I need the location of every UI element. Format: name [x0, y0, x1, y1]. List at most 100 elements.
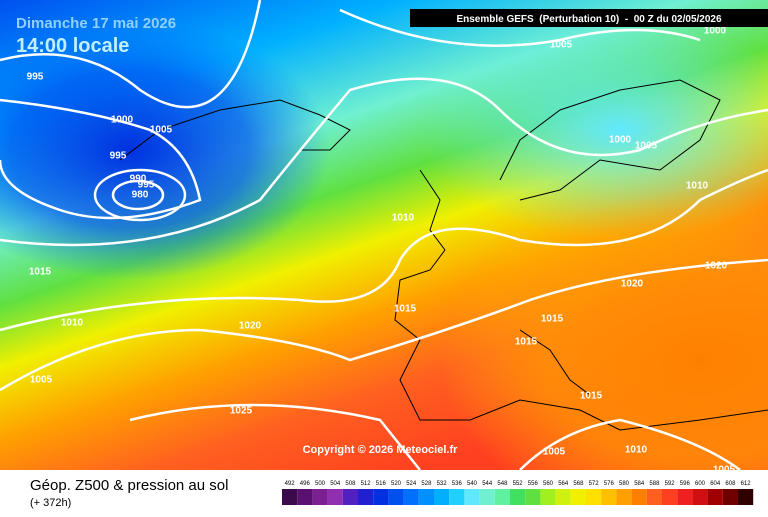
isobar-label: 1010 — [625, 445, 648, 456]
legend-swatch — [662, 489, 678, 505]
legend-swatch — [373, 489, 389, 505]
lead-time: (+ 372h) — [30, 497, 71, 509]
isobar-label: 1015 — [394, 304, 417, 315]
model-label: Ensemble GEFS (Perturbation 10) - 00 Z d… — [456, 14, 722, 25]
time-label: 14:00 locale — [16, 35, 129, 57]
isobar-label: 990 — [130, 174, 147, 185]
legend-swatch — [677, 489, 693, 505]
legend-label: 540 — [467, 481, 478, 487]
isobar-label: 995 — [27, 72, 44, 83]
isobar-label: 1010 — [61, 318, 84, 329]
legend-swatch — [342, 489, 358, 505]
legend-swatch — [510, 489, 526, 505]
isobar-label: 1005 — [635, 141, 658, 152]
isobar-label: 1000 — [111, 115, 134, 126]
isobar-label: 1005 — [30, 375, 53, 386]
legend-swatch — [388, 489, 404, 505]
isobar-label: 1010 — [392, 213, 415, 224]
legend-label: 536 — [452, 481, 463, 487]
legend-label: 552 — [513, 481, 524, 487]
legend-label: 568 — [573, 481, 584, 487]
legend-label: 572 — [589, 481, 600, 487]
isobar-label: 1000 — [704, 26, 727, 37]
legend-swatch — [403, 489, 419, 505]
legend-label: 584 — [634, 481, 645, 487]
legend-swatch — [449, 489, 465, 505]
legend-label: 492 — [285, 481, 296, 487]
legend-swatch — [312, 489, 328, 505]
isobar-labels: 1000 1005 995 1000 1005 995 990 995 980 … — [27, 26, 736, 476]
copyright: Copyright © 2026 Meteociel.fr — [303, 444, 459, 456]
legend-label: 532 — [437, 481, 448, 487]
legend-swatch — [494, 489, 510, 505]
legend-label: 612 — [741, 481, 752, 487]
legend-label: 556 — [528, 481, 539, 487]
isobars — [0, 0, 768, 470]
legend-swatch — [738, 489, 754, 505]
legend-swatch — [282, 489, 298, 505]
legend-swatch — [722, 489, 738, 505]
isobar-label: 980 — [132, 190, 149, 201]
legend-swatch — [586, 489, 602, 505]
isobar-label: 1015 — [580, 391, 603, 402]
legend-label: 564 — [558, 481, 569, 487]
isobar-label: 995 — [138, 180, 155, 191]
legend-label: 592 — [665, 481, 676, 487]
isobar-label: 1000 — [609, 135, 632, 146]
legend-label: 560 — [543, 481, 554, 487]
legend-label: 604 — [710, 481, 721, 487]
isobar-label: 1005 — [543, 447, 566, 458]
isobar-label: 995 — [110, 151, 127, 162]
isobar-label: 1015 — [541, 314, 564, 325]
legend-swatch — [555, 489, 571, 505]
legend-swatch — [707, 489, 723, 505]
legend-label: 576 — [604, 481, 615, 487]
legend-label: 508 — [345, 481, 356, 487]
legend-swatch — [327, 489, 343, 505]
isobar-label: 1010 — [686, 181, 709, 192]
legend-label: 548 — [497, 481, 508, 487]
isobar-label: 1020 — [705, 261, 728, 272]
color-legend: 492 496 500 504 508 512 516 520 524 528 532 536 540 5… — [282, 481, 754, 505]
legend-swatch — [646, 489, 662, 505]
legend-swatch — [297, 489, 313, 505]
isobar-label: 1005 — [150, 125, 173, 136]
legend-swatch — [570, 489, 586, 505]
legend-label: 500 — [315, 481, 326, 487]
warm-area — [440, 190, 768, 517]
legend-label: 496 — [300, 481, 311, 487]
legend-label: 504 — [330, 481, 341, 487]
legend-label: 524 — [406, 481, 417, 487]
legend-swatch — [434, 489, 450, 505]
legend-swatch — [358, 489, 374, 505]
legend-label: 608 — [725, 481, 736, 487]
legend-swatch — [540, 489, 556, 505]
legend-swatch — [631, 489, 647, 505]
isobar-label: 1020 — [239, 321, 262, 332]
legend-label: 580 — [619, 481, 630, 487]
coastlines — [119, 79, 768, 431]
legend-label: 588 — [649, 481, 660, 487]
footer-title: Géop. Z500 & pression au sol — [30, 477, 228, 494]
legend-swatch — [418, 489, 434, 505]
legend-swatch — [525, 489, 541, 505]
isobar-label: 1005 — [550, 40, 573, 51]
isobar-label: 1015 — [515, 337, 538, 348]
legend-label: 528 — [421, 481, 432, 487]
isobar-label: 1025 — [230, 406, 253, 417]
legend-swatch — [601, 489, 617, 505]
legend-swatch — [464, 489, 480, 505]
legend-label: 544 — [482, 481, 493, 487]
legend-swatch — [479, 489, 495, 505]
isobar-label: 1020 — [621, 279, 644, 290]
model-banner — [410, 9, 768, 27]
legend-swatch — [616, 489, 632, 505]
legend-label: 520 — [391, 481, 402, 487]
isobar-label: 1015 — [29, 267, 52, 278]
legend-label: 600 — [695, 481, 706, 487]
date-label: Dimanche 17 mai 2026 — [16, 15, 176, 32]
legend-label: 516 — [376, 481, 387, 487]
legend-label: 596 — [680, 481, 691, 487]
legend-label: 512 — [361, 481, 372, 487]
